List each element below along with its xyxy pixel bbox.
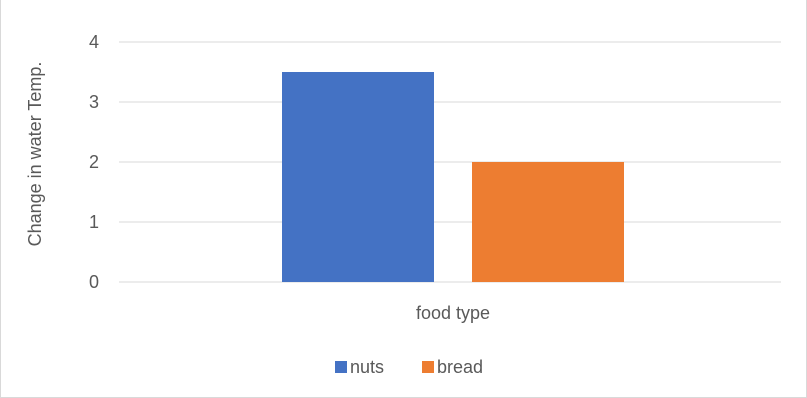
x-tick-label: food type: [416, 303, 490, 323]
x-axis-ticks: food type: [416, 303, 490, 323]
legend-label-nuts: nuts: [350, 357, 384, 377]
legend-swatch-nuts: [335, 361, 347, 373]
y-tick-label: 0: [89, 272, 99, 292]
y-tick-label: 2: [89, 152, 99, 172]
legend-swatch-bread: [422, 361, 434, 373]
bars: [282, 72, 624, 282]
bar-nuts: [282, 72, 434, 282]
legend: nuts bread: [335, 357, 483, 377]
gridlines: [119, 41, 781, 283]
y-axis-ticks: 0 1 2 3 4: [89, 32, 99, 292]
y-tick-label: 3: [89, 92, 99, 112]
y-tick-label: 1: [89, 212, 99, 232]
legend-label-bread: bread: [437, 357, 483, 377]
bar-bread: [472, 162, 624, 282]
y-axis-title: Change in water Temp.: [25, 62, 45, 247]
y-tick-label: 4: [89, 32, 99, 52]
